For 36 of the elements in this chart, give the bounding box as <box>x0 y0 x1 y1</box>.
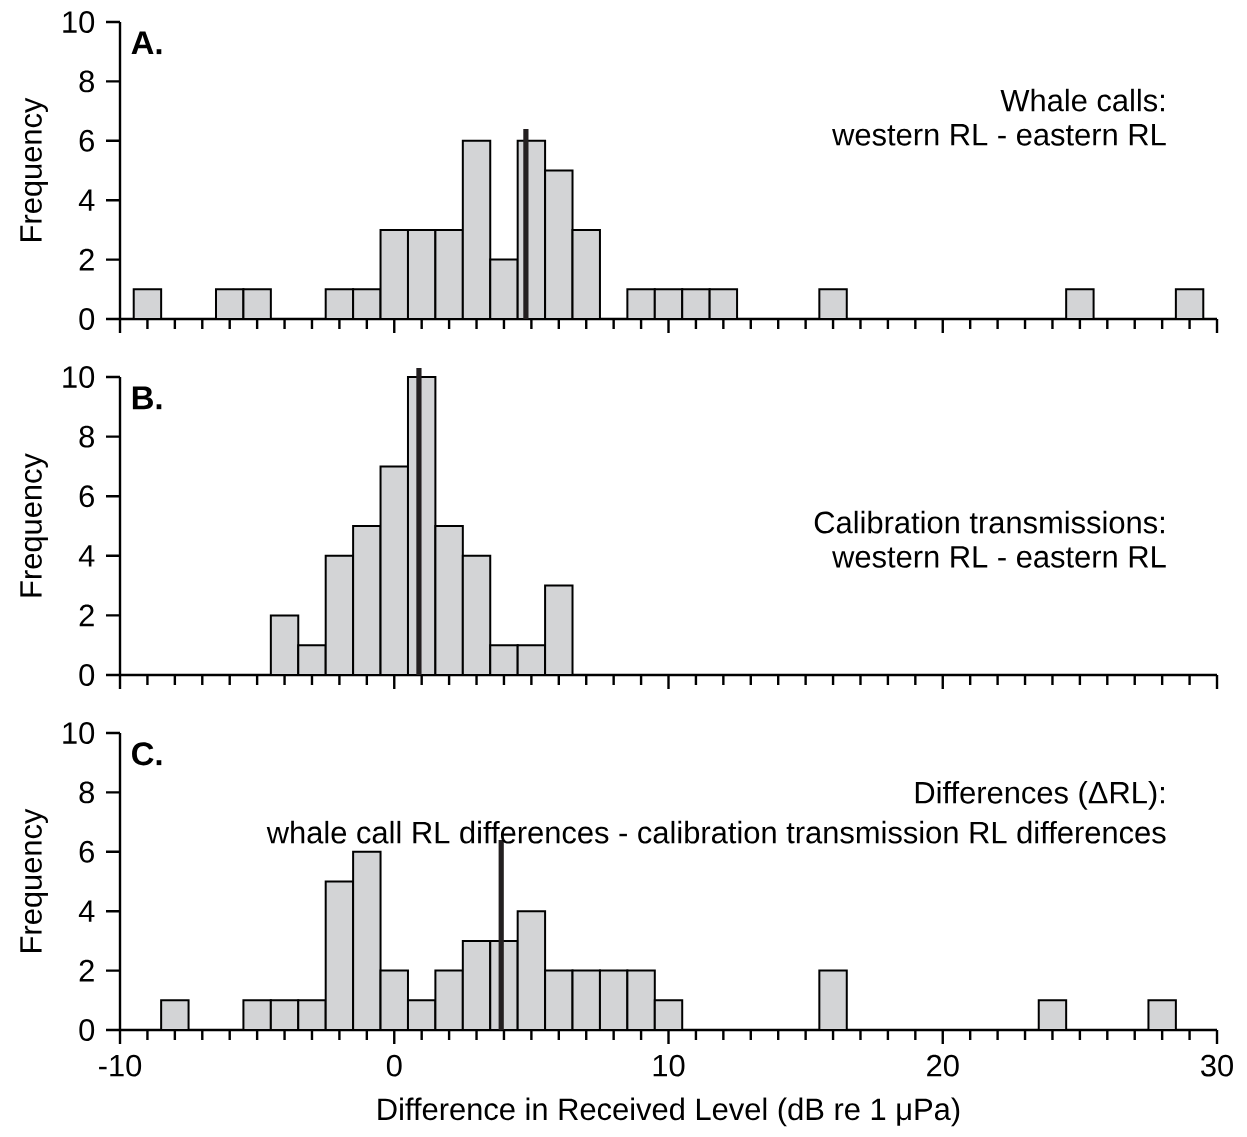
y-tick-label: 10 <box>63 366 95 389</box>
y-axis-title: Frequency <box>20 453 48 597</box>
y-tick-label: 0 <box>79 664 95 687</box>
y-axis-title: Frequency <box>20 808 48 953</box>
y-tick-label: 10 <box>63 11 95 34</box>
y-tick-label: 4 <box>78 545 95 567</box>
y-tick-label: 0 <box>79 308 95 331</box>
y-tick-label: 0 <box>79 1019 95 1042</box>
y-tick-label: 8 <box>79 70 94 93</box>
annotation: whale call RL differences - calibration transmission RL differences <box>266 821 1166 844</box>
x-tick-label: 20 <box>927 1054 959 1077</box>
y-tick-label: 8 <box>79 425 94 448</box>
y-tick-label: 2 <box>79 249 94 271</box>
y-tick-label: 4 <box>78 900 95 923</box>
x-tick-label: 0 <box>386 1054 402 1077</box>
y-tick-label: 10 <box>63 722 95 745</box>
y-tick-label: 6 <box>79 841 94 863</box>
x-tick-label: -10 <box>99 1054 142 1077</box>
y-axis-title: Frequency <box>20 97 48 242</box>
y-tick-label: 2 <box>79 604 94 627</box>
y-tick-label: 8 <box>79 781 94 804</box>
annotation: western RL - eastern RL <box>832 546 1166 568</box>
y-tick-label: 4 <box>78 189 95 212</box>
chart-title: A. <box>131 31 162 55</box>
annotation: Calibration transmissions: <box>814 510 1164 534</box>
x-axis-title: Difference in Received Level (dB re 1 μPa) <box>378 1097 960 1127</box>
annotation: western RL - eastern RL <box>832 124 1166 146</box>
annotation: Whale calls: <box>1000 88 1164 112</box>
chart-title: C. <box>132 742 162 766</box>
y-tick-label: 2 <box>79 960 94 982</box>
x-tick-label: 10 <box>653 1054 685 1077</box>
chart-title: B. <box>132 386 162 410</box>
y-tick-label: 6 <box>79 485 94 508</box>
x-tick-label: 30 <box>1201 1054 1233 1077</box>
annotation: Differences (ΔRL): <box>915 781 1164 810</box>
y-tick-label: 6 <box>79 130 94 152</box>
